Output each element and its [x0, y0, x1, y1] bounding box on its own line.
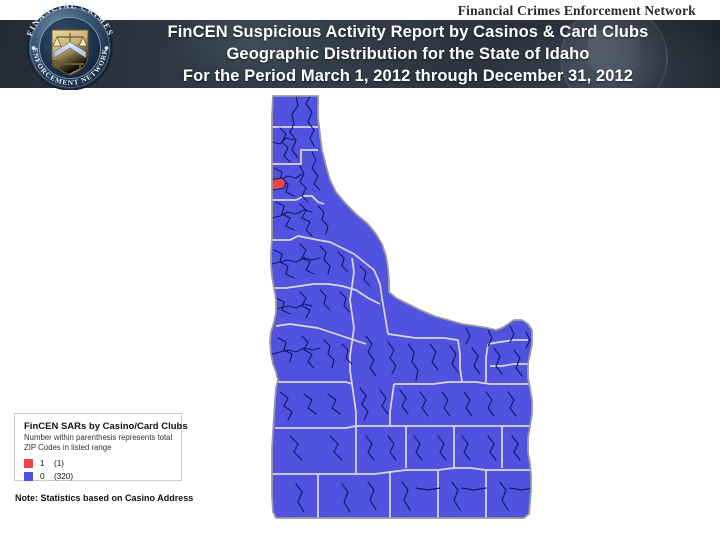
- map-legend: FinCEN SARs by Casino/Card Clubs Number …: [14, 413, 188, 483]
- legend-title: FinCEN SARs by Casino/Card Clubs: [24, 421, 188, 432]
- legend-subtitle-line-2: ZIP Codes in listed range: [24, 443, 112, 452]
- legend-value: 0: [40, 472, 45, 481]
- agency-name-text: Financial Crimes Enforcement Network: [457, 3, 696, 18]
- title-banner: FinCEN Suspicious Activity Report by Cas…: [0, 20, 720, 88]
- page-header: Financial Crimes Enforcement Network Fin…: [0, 0, 720, 92]
- legend-subtitle-line-1: Number within parenthesis represents tot…: [24, 433, 173, 442]
- legend-row: 1 (1): [24, 457, 172, 470]
- map-zip-boundaries: [271, 96, 532, 513]
- map-highlighted-zip: [270, 177, 287, 191]
- legend-swatch-icon: [24, 459, 33, 468]
- legend-value: 1: [40, 459, 45, 468]
- page-title-line-1: FinCEN Suspicious Activity Report by Cas…: [167, 23, 649, 41]
- legend-swatch-icon: [24, 472, 33, 481]
- legend-zip-count: (320): [54, 472, 74, 481]
- legend-zip-count: (1): [54, 459, 65, 468]
- map-county-boundaries: [271, 126, 532, 518]
- legend-rows: 1 (1) 0 (320): [24, 457, 172, 483]
- page-title-line-3: For the Period March 1, 2012 through Dec…: [182, 67, 634, 85]
- legend-note: Note: Statistics based on Casino Address: [15, 493, 194, 503]
- page-title-line-2: Geographic Distribution for the State of…: [226, 45, 590, 63]
- idaho-choropleth-map: [256, 92, 556, 524]
- idaho-state-shape: [269, 95, 533, 519]
- legend-row: 0 (320): [24, 470, 172, 483]
